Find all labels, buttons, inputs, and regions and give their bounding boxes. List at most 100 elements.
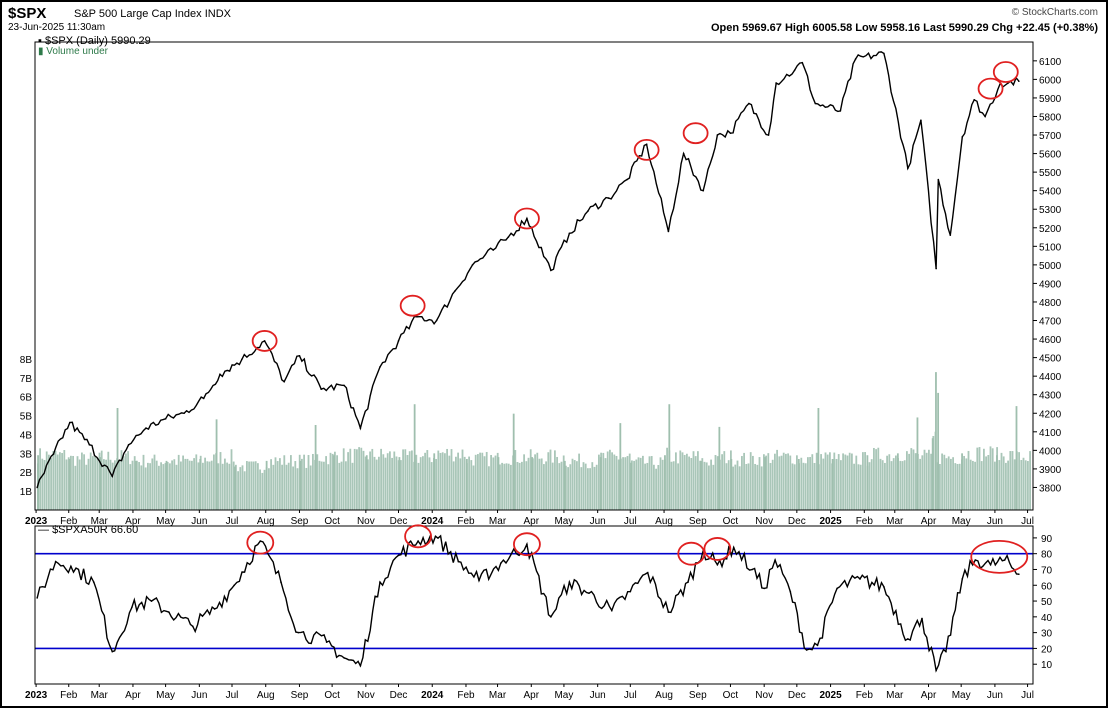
volume-bar (921, 455, 924, 510)
volume-bar (138, 462, 140, 510)
volume-bar (463, 456, 466, 510)
price-x-tick-label: Mar (91, 516, 109, 527)
volume-bar (505, 463, 508, 510)
volume-bar (252, 461, 255, 510)
volume-bar (833, 452, 836, 510)
volume-bar (587, 468, 589, 510)
volume-bar (540, 458, 543, 510)
volume-bar (965, 458, 968, 510)
volume-bar (727, 460, 730, 510)
price-y-tick-label: 5300 (1039, 205, 1062, 216)
price-x-tick-label: Dec (788, 516, 806, 527)
indicator-x-tick-label: Nov (357, 690, 375, 701)
price-point (164, 418, 167, 420)
price-point (587, 210, 589, 212)
volume-bar (204, 457, 206, 510)
volume-bar (1015, 406, 1018, 510)
volume-bar (701, 458, 704, 510)
volume-bar (980, 461, 983, 510)
volume-bar (800, 457, 803, 510)
volume-bar (782, 452, 785, 510)
indicator-point (611, 609, 613, 612)
volume-bar (672, 461, 675, 510)
volume-bar (446, 448, 448, 510)
price-x-tick-label: Jun (987, 516, 1003, 527)
volume-bar (408, 451, 411, 510)
volume-bar (525, 461, 528, 510)
volume-bar (151, 458, 154, 510)
price-y-tick-label: 4600 (1039, 335, 1062, 346)
volume-bar (637, 457, 640, 510)
volume-bar (994, 461, 996, 510)
volume-bar (164, 462, 167, 510)
price-legend: ▪ $SPX (Daily) 5990.29 (38, 35, 151, 47)
volume-bar (732, 466, 734, 510)
price-point (88, 443, 91, 446)
volume-bar (527, 457, 530, 510)
price-point (839, 110, 842, 112)
volume-bar (259, 469, 261, 510)
indicator-point (687, 581, 689, 583)
volume-bar (895, 455, 897, 510)
volume-bar (1007, 460, 1009, 510)
volume-bar (76, 456, 79, 510)
volume-bar (336, 455, 338, 510)
price-y-tick-label: 4700 (1039, 317, 1062, 328)
volume-bar (375, 459, 378, 510)
volume-bar (210, 460, 213, 510)
indicator-y-tick-label: 70 (1041, 565, 1053, 576)
volume-bar (406, 455, 409, 510)
volume-bar (63, 450, 66, 510)
volume-bar (364, 456, 367, 510)
volume-bar (668, 404, 671, 510)
volume-bar (694, 456, 697, 510)
volume-bar (287, 462, 290, 510)
volume-bar (890, 461, 893, 510)
indicator-annotation-circle (970, 539, 1029, 574)
price-point (379, 366, 381, 368)
price-annotation-circle (682, 122, 709, 145)
volume-bar (930, 453, 932, 510)
volume-bar (433, 453, 436, 510)
volume-bar (217, 463, 220, 510)
volume-bar (928, 449, 930, 510)
volume-bar (923, 449, 926, 510)
volume-bar (954, 463, 957, 510)
price-point (949, 234, 952, 236)
price-series (36, 51, 1020, 489)
volume-bar (809, 457, 811, 510)
price-x-tick-label: Jun (590, 516, 606, 527)
volume-bar (358, 447, 360, 510)
indicator-x-tick-label: Apr (523, 690, 539, 701)
indicator-point (478, 579, 480, 582)
volume-bar (224, 458, 226, 510)
volume-bar (292, 466, 294, 510)
volume-bar (811, 454, 814, 510)
volume-bar (690, 458, 693, 510)
indicator-point (233, 584, 235, 587)
indicator-y-tick-label: 60 (1041, 581, 1053, 592)
price-point (767, 134, 770, 136)
price-line (36, 51, 1020, 488)
volume-bar (758, 457, 761, 510)
volume-bar (950, 458, 952, 510)
axes: 6100 6000 5900 5800 5700 5600 5500 5400 5300 5200… (20, 41, 1062, 701)
price-y-tick-label: 3900 (1039, 465, 1062, 476)
volume-bar (274, 457, 277, 510)
price-point (984, 115, 986, 118)
price-x-tick-label: Apr (125, 516, 141, 527)
volume-bar (769, 463, 772, 510)
volume-bar (829, 452, 831, 510)
volume-bar (67, 457, 70, 510)
price-point (920, 119, 922, 121)
volume-bar (120, 450, 123, 510)
price-point (435, 319, 438, 322)
volume-bar (228, 463, 231, 510)
volume-bar (299, 460, 302, 510)
volume-bar (485, 451, 488, 510)
indicator-y-tick-label: 80 (1041, 550, 1053, 561)
volume-bar (837, 454, 840, 510)
volume-bar (886, 455, 888, 510)
price-y-tick-label: 4500 (1039, 354, 1062, 365)
volume-bar (103, 459, 105, 510)
